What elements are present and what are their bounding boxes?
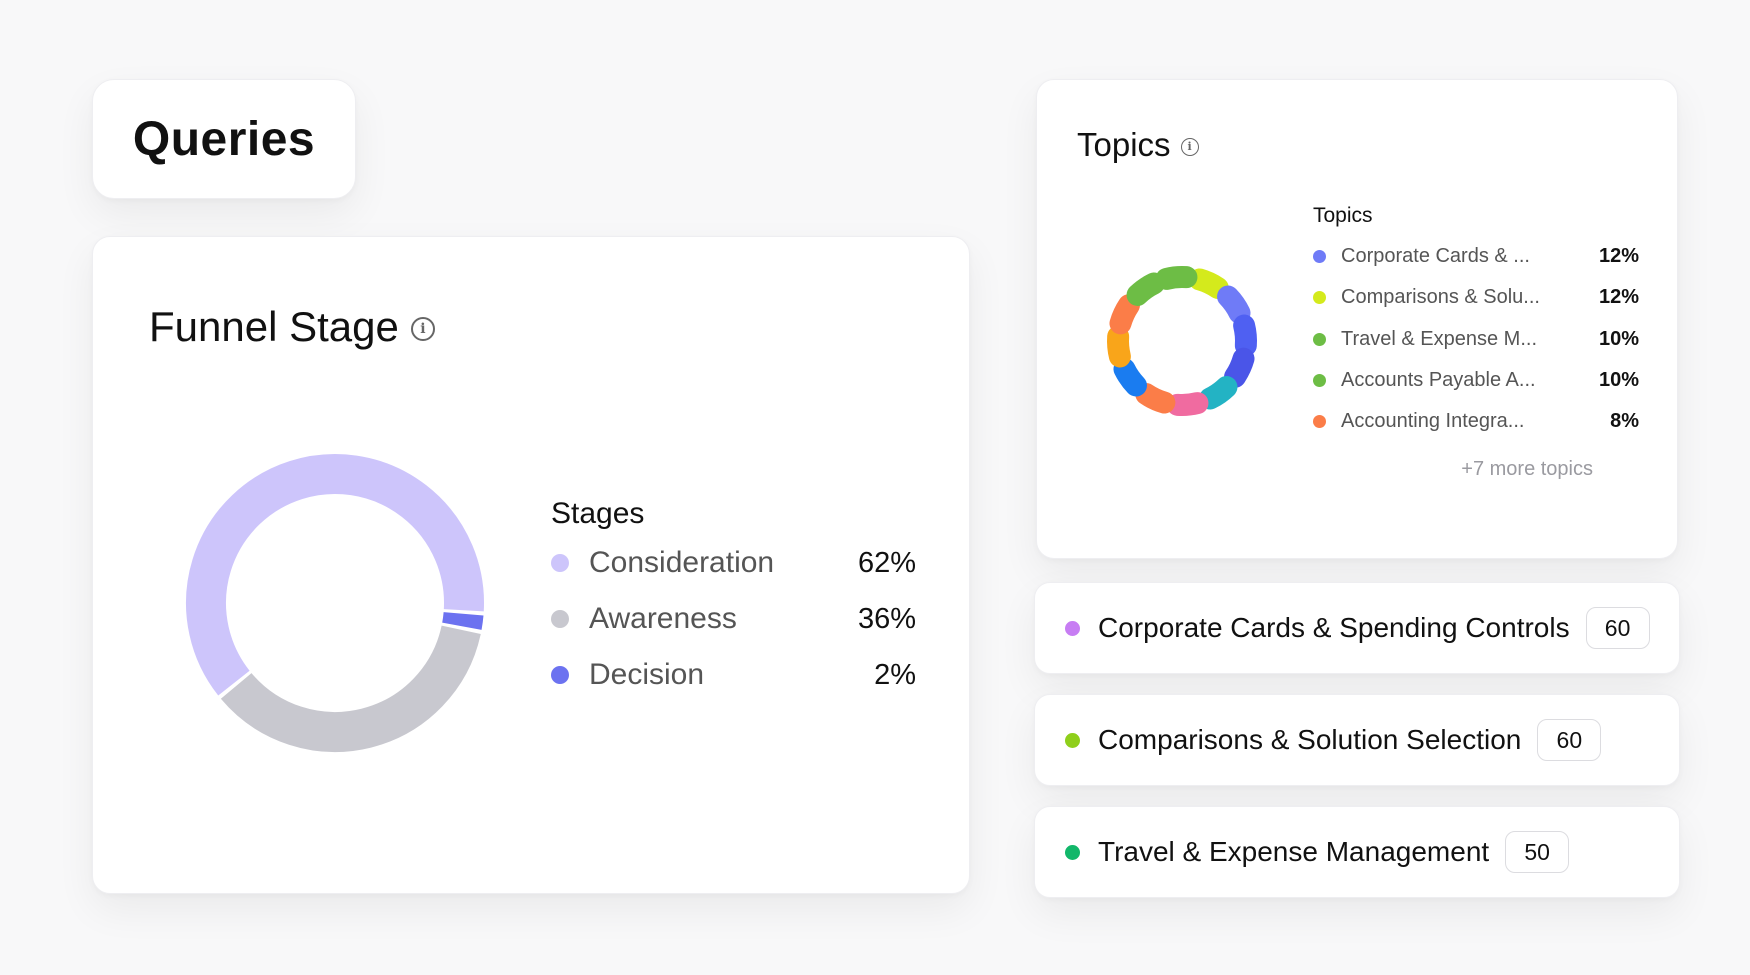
stage-legend-item: Awareness 36% [551,599,916,639]
topic-percentage: 12% [1598,285,1639,308]
topic-pill-label: Comparisons & Solution Selection [1098,724,1522,755]
topic-pill[interactable]: Travel & Expense Management 50 [1034,806,1680,898]
queries-header-card: Queries [92,79,356,199]
topic-pill-label: Corporate Cards & Spending Controls [1098,612,1570,643]
topic-legend-item[interactable]: Corporate Cards & ... 12% [1313,241,1639,271]
topics-title: Topics [1077,126,1171,163]
funnel-donut-chart [186,454,484,752]
topic-percentage: 12% [1598,244,1639,267]
topic-legend-item[interactable]: Travel & Expense M... 10% [1313,324,1639,354]
stage-legend-item: Decision 2% [551,655,916,695]
funnel-stage-title: Funnel Stage [149,303,399,350]
topics-donut-segment [1199,376,1238,410]
topic-label: Corporate Cards & ... [1341,244,1530,267]
topics-donut-segment [1126,272,1165,306]
topics-donut-segment [1135,383,1176,414]
topic-pill-dot [1065,620,1080,636]
topic-legend-item[interactable]: Comparisons & Solu... 12% [1313,282,1639,312]
funnel-donut-segment [186,454,484,696]
topic-label: Accounting Integra... [1341,409,1525,432]
funnel-donut-segment [442,611,484,630]
stage-label: Decision [589,658,705,691]
topic-pill-dot [1065,844,1080,860]
legend-dot [551,610,569,628]
page-title: Queries [132,112,316,166]
topic-percentage: 10% [1598,368,1639,391]
stage-percentage: 2% [874,658,916,691]
legend-dot [551,666,569,684]
legend-dot [1313,332,1326,346]
funnel-stage-heading: Funnel Stage i [149,303,435,351]
topic-percentage: 8% [1610,409,1639,432]
topics-donut-segment [1113,358,1147,397]
stages-legend-title: Stages [551,497,645,530]
stage-percentage: 62% [857,546,916,579]
topic-percentage: 10% [1598,327,1639,350]
topic-label: Comparisons & Solu... [1341,285,1540,308]
legend-dot [1313,373,1326,387]
funnel-stage-card: Funnel Stage i Stages Consideration 62% … [92,236,970,894]
legend-dot [1313,414,1326,428]
more-topics-link[interactable]: +7 more topics [1461,458,1593,480]
topics-donut-segment [1155,266,1198,290]
topic-legend-item[interactable]: Accounts Payable A... 10% [1313,365,1639,395]
topics-card: Topics i Topics Corporate Cards & ... 12… [1036,79,1678,559]
stage-percentage: 36% [857,602,916,635]
legend-dot [1313,249,1326,263]
topics-donut-segment [1233,314,1257,357]
topics-donut-segment [1224,347,1255,388]
stage-label: Consideration [589,546,775,579]
topics-donut-segment [1188,268,1229,299]
info-icon[interactable]: i [1180,137,1199,156]
legend-dot [1313,290,1326,304]
stage-legend-item: Consideration 62% [551,543,916,583]
topics-legend-title: Topics [1313,204,1373,227]
topic-pill[interactable]: Corporate Cards & Spending Controls 60 [1034,582,1680,674]
topics-donut-segment [1109,294,1140,335]
topic-label: Travel & Expense M... [1341,327,1537,350]
topic-pill-count: 60 [1585,607,1650,649]
topics-heading: Topics i [1077,126,1199,164]
legend-dot [551,554,569,572]
topics-donut-segment [1107,325,1131,368]
funnel-donut-segment [220,625,481,752]
topic-legend-item[interactable]: Accounting Integra... 8% [1313,406,1639,436]
topic-pill[interactable]: Comparisons & Solution Selection 60 [1034,694,1680,786]
topics-donut-segment [1217,285,1251,324]
topic-pill-dot [1065,732,1080,748]
stage-label: Awareness [589,602,737,635]
topics-donut-segment [1166,392,1209,416]
topic-pill-count: 60 [1537,719,1602,761]
topics-donut-chart [1107,266,1257,416]
info-icon[interactable]: i [410,317,435,341]
topic-label: Accounts Payable A... [1341,368,1536,391]
topic-pill-count: 50 [1505,831,1570,873]
topic-pill-label: Travel & Expense Management [1098,836,1490,867]
